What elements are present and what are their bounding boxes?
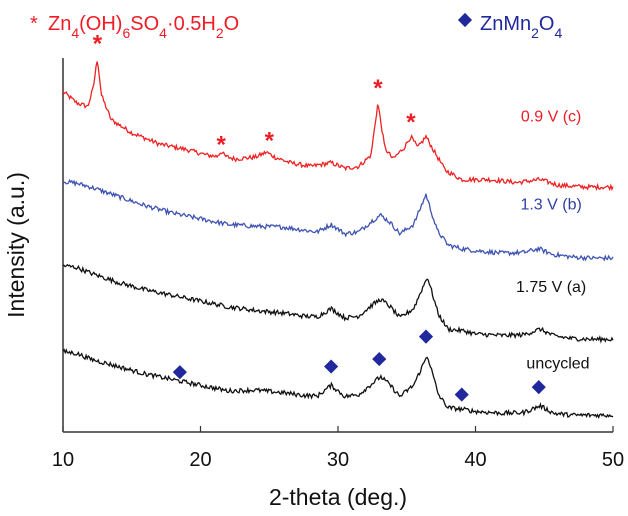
series-layer [62,61,614,420]
curve-label: 1.75 V (a) [516,279,586,296]
curve-label: 1.3 V (b) [520,196,581,213]
legend-znmn2o4-label: ZnMn2O4 [480,13,562,41]
x-ticks: 10 20 30 40 50 [52,426,624,471]
x-tick-label: 30 [327,449,349,471]
curve-label: uncycled [526,355,589,372]
series-line [62,348,614,420]
star-marker: * [93,30,103,57]
legend-znmn2o4: ZnMn2O4 [457,12,562,41]
legend-diamond-marker [457,12,473,28]
star-marker: * [216,131,226,158]
series-line [62,61,614,192]
series-line [62,263,614,344]
diamond-marker [418,329,434,344]
x-axis-title: 2-theta (deg.) [269,484,407,510]
marker-layer: * * * * * [93,30,546,402]
legend-star-marker: * [30,13,38,35]
diamond-marker [531,380,546,395]
curve-label-layer: 0.9 V (c) 1.3 V (b) 1.75 V (a) uncycled [516,109,590,373]
legend-zn-hydroxide-sulfate-label: Zn4(OH)6SO4·0.5H2O [48,13,239,41]
star-marker: * [265,128,275,155]
x-tick-label: 10 [52,449,74,471]
diamond-marker [324,359,339,374]
x-tick-label: 50 [602,449,624,471]
star-marker: * [406,109,416,136]
x-tick-label: 40 [464,449,486,471]
curve-label: 0.9 V (c) [521,109,581,126]
series-line [62,178,614,262]
y-axis-title: Intensity (a.u.) [3,172,29,318]
diamond-marker [172,365,187,380]
x-tick-label: 20 [189,449,211,471]
star-marker: * [373,75,383,102]
diamond-marker [372,351,387,367]
legend-zn-hydroxide-sulfate: * Zn4(OH)6SO4·0.5H2O [30,13,239,41]
diamond-marker [454,387,469,402]
